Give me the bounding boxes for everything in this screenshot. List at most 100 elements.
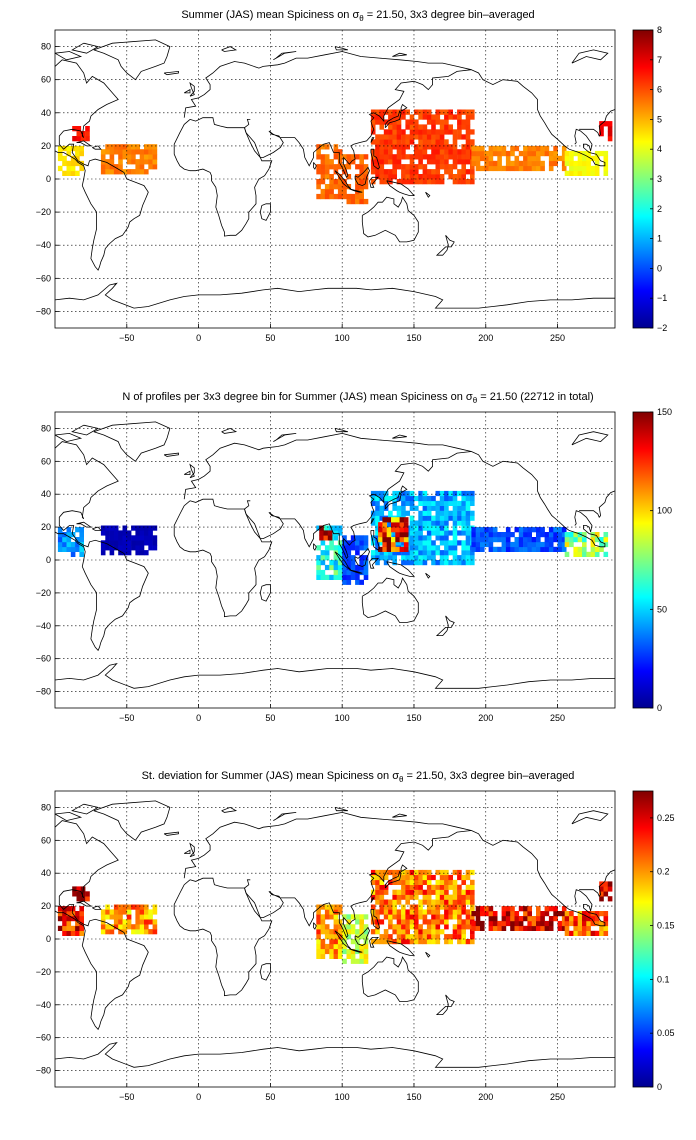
data-cell bbox=[363, 174, 369, 180]
data-cell bbox=[435, 934, 441, 940]
y-tick-label: 40 bbox=[41, 868, 51, 878]
data-cell bbox=[426, 545, 432, 551]
panel-3-x-ticks: −50 0 50 100 150 200 250 bbox=[119, 1083, 565, 1102]
data-cell bbox=[370, 490, 376, 497]
data-cell bbox=[553, 916, 558, 922]
data-cell bbox=[337, 909, 343, 915]
data-cell bbox=[457, 114, 462, 120]
data-cell bbox=[426, 530, 432, 536]
coastline bbox=[334, 46, 349, 51]
data-cell bbox=[375, 495, 380, 502]
y-tick-label: 0 bbox=[46, 174, 51, 184]
data-cell bbox=[396, 114, 402, 120]
data-cell bbox=[346, 159, 352, 165]
data-cell bbox=[388, 174, 393, 180]
data-cell bbox=[461, 545, 466, 551]
colorbar-tick-label: 0.15 bbox=[657, 921, 675, 931]
data-cell bbox=[135, 525, 140, 531]
data-cell bbox=[426, 924, 432, 930]
data-cell bbox=[131, 535, 136, 541]
data-cell bbox=[388, 510, 393, 516]
data-cell bbox=[444, 525, 449, 531]
data-cell bbox=[444, 884, 449, 890]
panel-1-data-cells bbox=[57, 109, 613, 205]
data-cell bbox=[370, 914, 376, 920]
data-cell bbox=[418, 530, 423, 536]
data-cell bbox=[342, 184, 347, 190]
data-cell bbox=[62, 160, 67, 167]
data-cell bbox=[405, 914, 410, 920]
data-cell bbox=[395, 532, 400, 538]
data-cell bbox=[540, 145, 545, 152]
data-cell bbox=[379, 119, 385, 125]
data-cell bbox=[422, 114, 428, 120]
data-cell bbox=[379, 899, 385, 905]
data-cell bbox=[346, 540, 352, 546]
data-cell bbox=[569, 920, 574, 927]
data-cell bbox=[475, 527, 481, 533]
data-cell bbox=[105, 525, 110, 531]
data-cell bbox=[536, 145, 541, 152]
data-cell bbox=[383, 550, 389, 556]
data-cell bbox=[409, 550, 415, 556]
data-cell bbox=[355, 943, 360, 950]
panel-1-grid bbox=[55, 30, 615, 328]
data-cell bbox=[444, 535, 449, 541]
coastline bbox=[349, 188, 363, 193]
data-cell bbox=[582, 916, 587, 922]
data-cell bbox=[383, 129, 389, 135]
data-cell bbox=[573, 930, 578, 936]
data-cell bbox=[439, 919, 445, 925]
data-cell bbox=[391, 541, 396, 548]
data-cell bbox=[395, 517, 400, 523]
data-cell bbox=[337, 939, 343, 945]
data-cell bbox=[448, 874, 453, 881]
data-cell bbox=[439, 515, 445, 521]
data-cell bbox=[480, 527, 485, 533]
data-cell bbox=[392, 144, 397, 150]
data-cell bbox=[118, 540, 123, 546]
data-cell bbox=[414, 939, 419, 945]
x-tick-label: −50 bbox=[119, 713, 134, 723]
data-cell bbox=[439, 884, 445, 890]
data-cell bbox=[57, 537, 63, 543]
colorbar-tick-label: 0 bbox=[657, 1082, 662, 1092]
data-cell bbox=[392, 139, 397, 145]
data-cell bbox=[148, 929, 153, 935]
data-cell bbox=[135, 914, 140, 920]
data-cell bbox=[435, 520, 441, 526]
data-cell bbox=[431, 169, 436, 175]
data-cell bbox=[422, 164, 428, 170]
data-cell bbox=[426, 904, 432, 910]
data-cell bbox=[126, 545, 132, 551]
data-cell bbox=[396, 149, 402, 155]
coastline bbox=[370, 137, 375, 143]
data-cell bbox=[79, 150, 84, 157]
data-cell bbox=[414, 874, 419, 881]
data-cell bbox=[461, 939, 466, 945]
data-cell bbox=[488, 150, 494, 157]
y-tick-label: −40 bbox=[36, 1000, 51, 1010]
data-cell bbox=[359, 560, 364, 566]
data-cell bbox=[544, 145, 550, 152]
data-cell bbox=[422, 555, 428, 561]
coastline bbox=[425, 191, 431, 198]
data-cell bbox=[409, 500, 415, 506]
data-cell bbox=[342, 154, 347, 160]
data-cell bbox=[113, 909, 119, 915]
data-cell bbox=[484, 165, 489, 172]
data-cell bbox=[346, 574, 352, 580]
data-cell bbox=[465, 515, 471, 521]
data-cell bbox=[316, 929, 321, 935]
data-cell bbox=[527, 155, 532, 162]
data-cell bbox=[603, 541, 609, 548]
data-cell bbox=[501, 916, 507, 922]
data-cell bbox=[444, 119, 449, 125]
data-cell bbox=[75, 916, 80, 922]
data-cell bbox=[75, 541, 80, 548]
data-cell bbox=[414, 869, 419, 876]
data-cell bbox=[492, 150, 498, 157]
data-cell bbox=[375, 134, 380, 140]
data-cell bbox=[492, 537, 498, 543]
data-cell bbox=[409, 904, 415, 910]
